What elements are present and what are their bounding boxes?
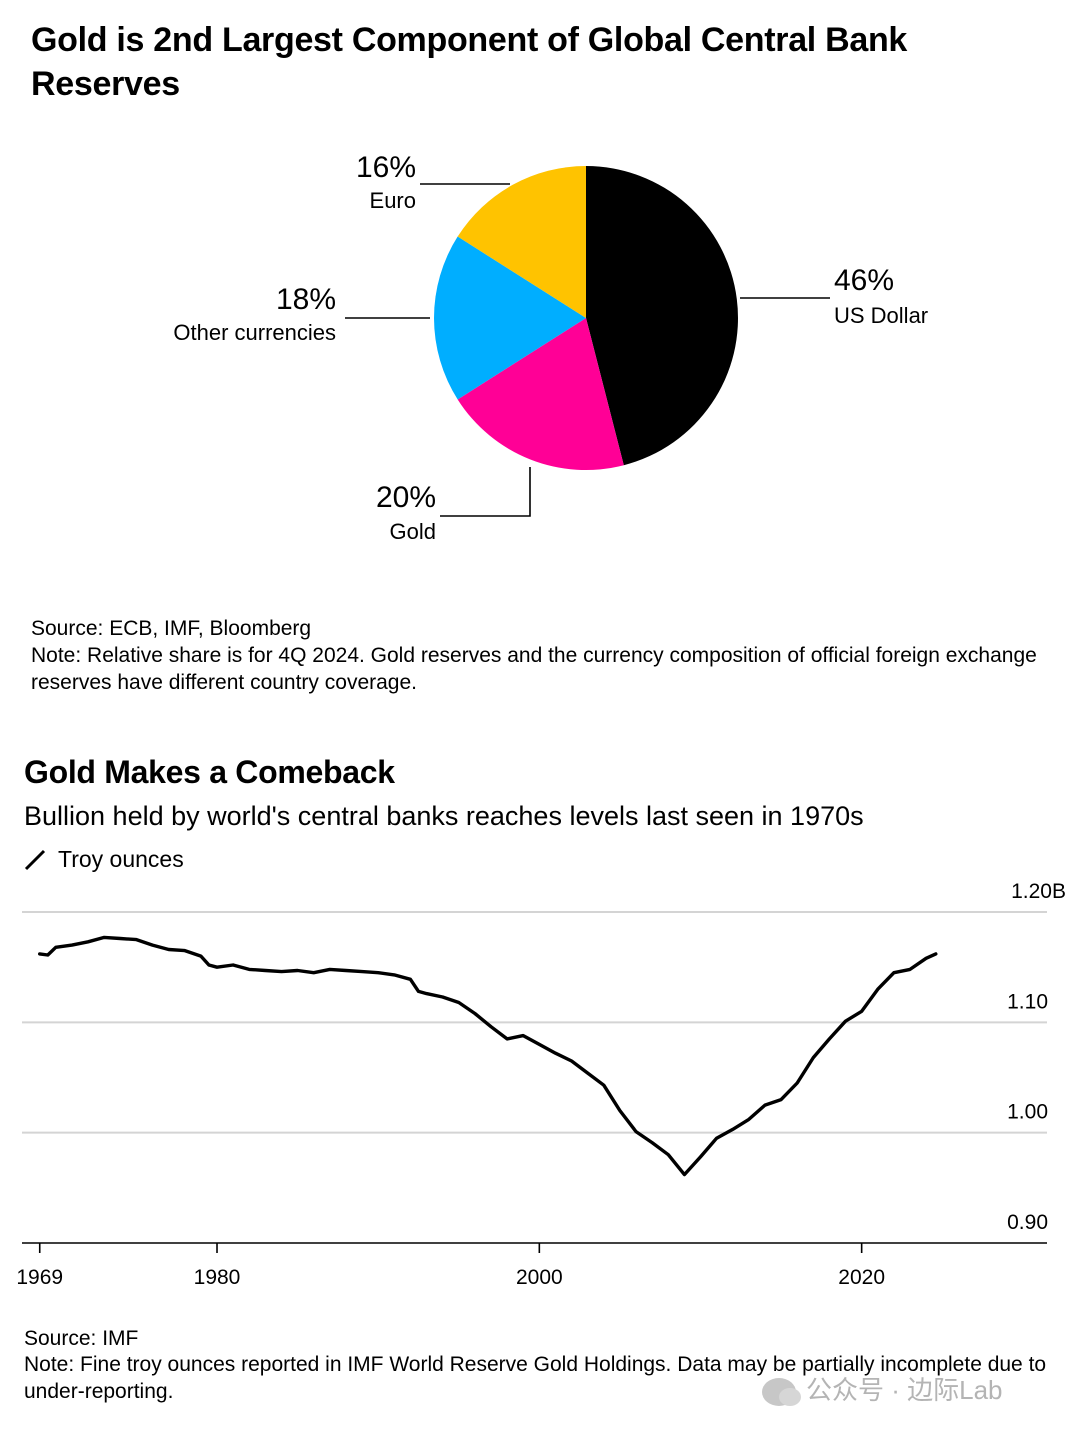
pie-slice-euro <box>457 166 586 318</box>
gridlines <box>22 911 1047 1134</box>
slice-label-gold: Gold <box>389 519 436 544</box>
line-chart-legend: Troy ounces <box>24 844 184 874</box>
pie-slice-other-currencies <box>434 236 586 400</box>
y-tick-label: 0.90 <box>1007 1211 1048 1234</box>
pie-leader-lines <box>345 183 830 517</box>
watermark-text: 公众号 · 边际Lab <box>806 1375 1003 1405</box>
series-line-troy-ounces <box>38 935 938 1177</box>
wechat-icon <box>762 1378 801 1407</box>
pie-slice-gold <box>457 318 624 470</box>
x-tick-label: 1980 <box>194 1266 241 1289</box>
pie-chart-title: Gold is 2nd Largest Component of Global … <box>31 21 908 103</box>
line-chart-subtitle: Bullion held by world's central banks re… <box>24 801 864 831</box>
pie-chart <box>345 166 830 517</box>
pie-source: Source: ECB, IMF, Bloomberg <box>31 617 312 640</box>
x-tick-label: 1969 <box>16 1266 63 1289</box>
line-chart-title: Gold Makes a Comeback <box>24 754 395 790</box>
watermark: 公众号 · 边际Lab <box>762 1375 1003 1407</box>
slice-label-other-currencies: Other currencies <box>173 320 336 345</box>
slice-label-us-dollar: US Dollar <box>834 303 929 328</box>
slice-value-other-currencies: 18% <box>275 283 336 316</box>
pie-slice-us-dollar <box>586 166 738 466</box>
y-tick-labels: 0.90 1.00 1.10 1.20B <box>1007 880 1066 1234</box>
y-tick-label: 1.10 <box>1007 990 1048 1013</box>
pie-slices <box>434 166 738 470</box>
legend-label: Troy ounces <box>58 846 184 872</box>
line-chart: 0.90 1.00 1.10 1.20B 1969 1980 2000 2020 <box>16 880 1066 1289</box>
slice-value-euro: 16% <box>355 151 416 184</box>
slice-value-gold: 20% <box>375 481 436 514</box>
leader-line-gold <box>440 467 531 517</box>
y-tick-label: 1.20B <box>1011 880 1066 903</box>
x-tick-label: 2000 <box>516 1266 563 1289</box>
legend-line-icon <box>24 849 46 871</box>
y-tick-label: 1.00 <box>1007 1101 1048 1124</box>
slice-label-euro: Euro <box>369 188 416 213</box>
x-tick-label: 2020 <box>838 1266 885 1289</box>
pie-note: Note: Relative share is for 4Q 2024. Gol… <box>31 644 1037 694</box>
x-ticks: 1969 1980 2000 2020 <box>16 1243 885 1289</box>
line-source: Source: IMF <box>24 1327 139 1350</box>
slice-value-us-dollar: 46% <box>834 264 895 297</box>
line-note: Note: Fine troy ounces reported in IMF W… <box>24 1353 1047 1403</box>
